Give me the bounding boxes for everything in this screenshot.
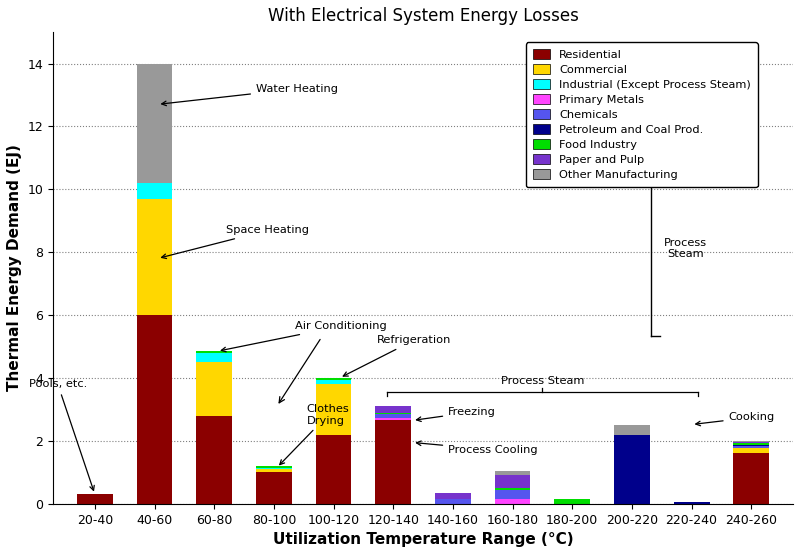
Bar (734, 446, 769, 448)
Bar (494, 490, 530, 499)
Bar (734, 443, 769, 445)
Bar (614, 425, 650, 434)
Bar (494, 475, 530, 488)
Text: Clothes
Drying: Clothes Drying (280, 404, 350, 465)
Bar (196, 353, 232, 362)
Text: Process Cooling: Process Cooling (417, 441, 538, 455)
Bar (554, 499, 590, 504)
Text: Cooking: Cooking (696, 412, 775, 426)
Bar (375, 420, 411, 504)
Bar (316, 379, 351, 384)
Text: Space Heating: Space Heating (162, 225, 309, 259)
Bar (137, 315, 173, 504)
Bar (614, 434, 650, 504)
Bar (137, 183, 173, 199)
Bar (494, 488, 530, 490)
Bar (674, 502, 710, 504)
Y-axis label: Thermal Energy Demand (EJ): Thermal Energy Demand (EJ) (7, 145, 22, 391)
Bar (734, 441, 769, 442)
Text: Air Conditioning: Air Conditioning (222, 321, 386, 352)
Bar (375, 413, 411, 414)
Bar (375, 414, 411, 418)
Bar (375, 418, 411, 420)
Bar (734, 454, 769, 504)
Text: Refrigeration: Refrigeration (343, 335, 451, 376)
Bar (734, 445, 769, 446)
Title: With Electrical System Energy Losses: With Electrical System Energy Losses (268, 7, 578, 25)
Bar (196, 416, 232, 504)
Bar (435, 493, 471, 499)
Bar (734, 448, 769, 454)
Bar (435, 499, 471, 504)
Bar (256, 469, 292, 473)
Text: Process
Steam: Process Steam (664, 238, 707, 259)
Bar (256, 473, 292, 504)
Bar (256, 466, 292, 468)
Bar (316, 434, 351, 504)
Bar (316, 378, 351, 379)
Bar (137, 199, 173, 315)
Text: Process Steam: Process Steam (501, 377, 584, 387)
X-axis label: Utilization Temperature Range (°C): Utilization Temperature Range (°C) (273, 532, 574, 547)
Bar (375, 406, 411, 413)
Legend: Residential, Commercial, Industrial (Except Process Steam), Primary Metals, Chem: Residential, Commercial, Industrial (Exc… (526, 43, 758, 187)
Bar (196, 351, 232, 353)
Bar (256, 468, 292, 469)
Bar (734, 442, 769, 443)
Bar (316, 384, 351, 434)
Bar (137, 64, 173, 183)
Text: Freezing: Freezing (417, 407, 496, 422)
Text: Water Heating: Water Heating (162, 84, 338, 106)
Bar (494, 499, 530, 504)
Bar (494, 471, 530, 475)
Text: Pools, etc.: Pools, etc. (29, 379, 94, 490)
Bar (77, 494, 113, 504)
Bar (196, 362, 232, 416)
